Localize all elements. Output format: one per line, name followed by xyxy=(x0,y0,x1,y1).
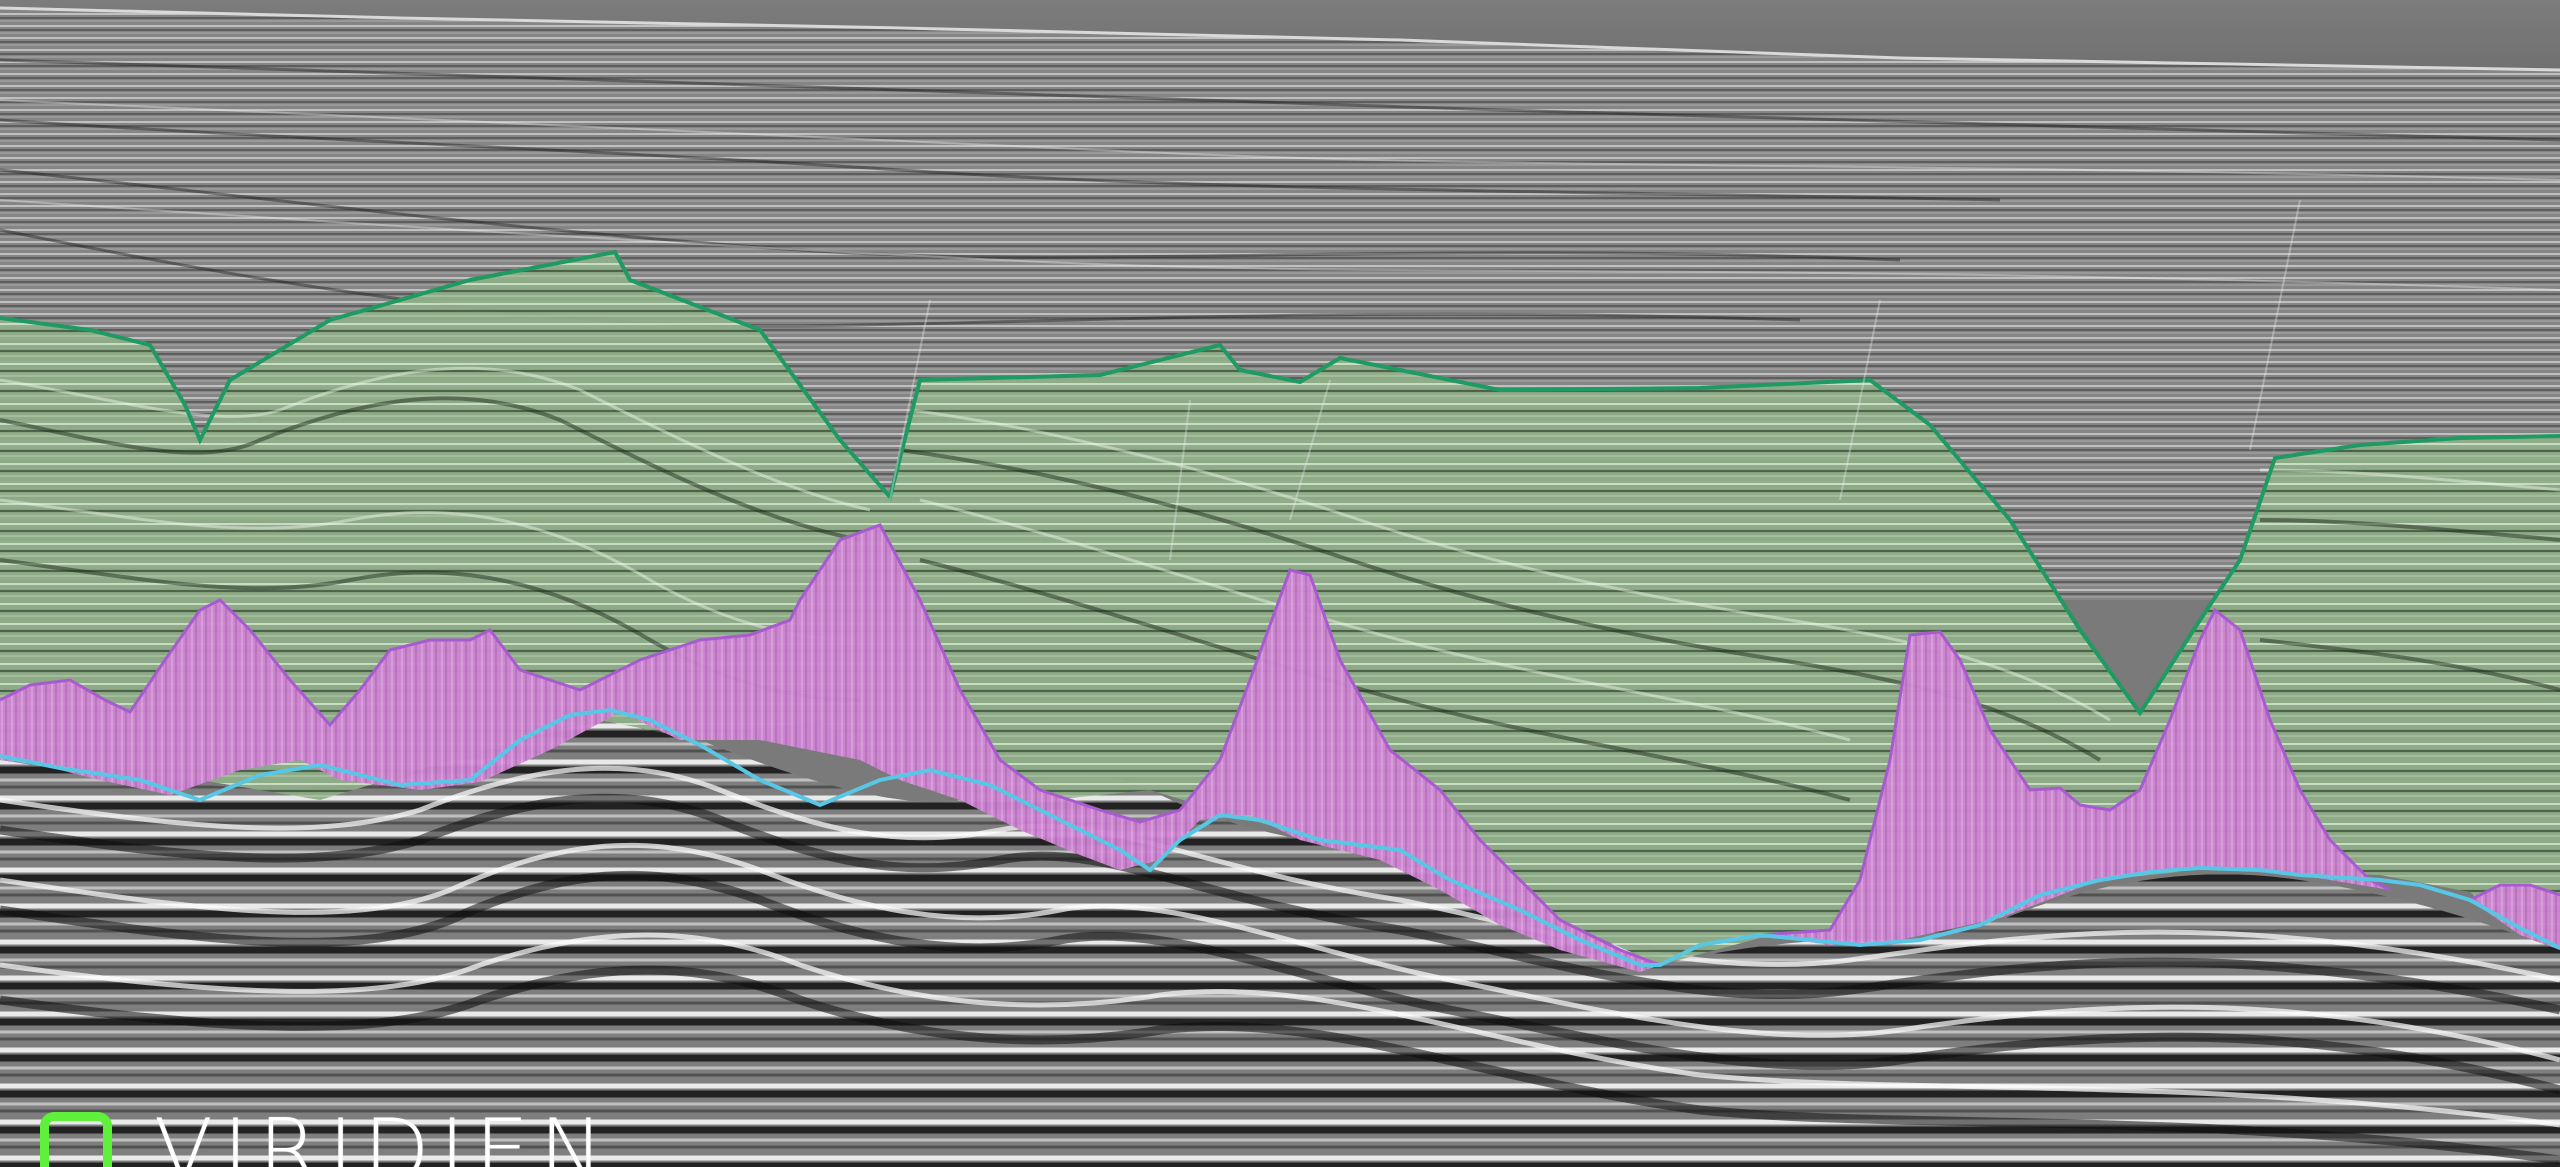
magenta-body-1 xyxy=(0,525,1660,972)
viridien-logo-mark-icon xyxy=(40,1112,112,1167)
magenta-body-3 xyxy=(2470,885,2560,950)
viridien-logo: VIRIDIEN xyxy=(36,1104,636,1167)
logo-text: VIRIDIEN xyxy=(154,1104,614,1167)
magenta-body-2 xyxy=(1760,610,2390,945)
cyan-horizon xyxy=(0,707,2560,967)
